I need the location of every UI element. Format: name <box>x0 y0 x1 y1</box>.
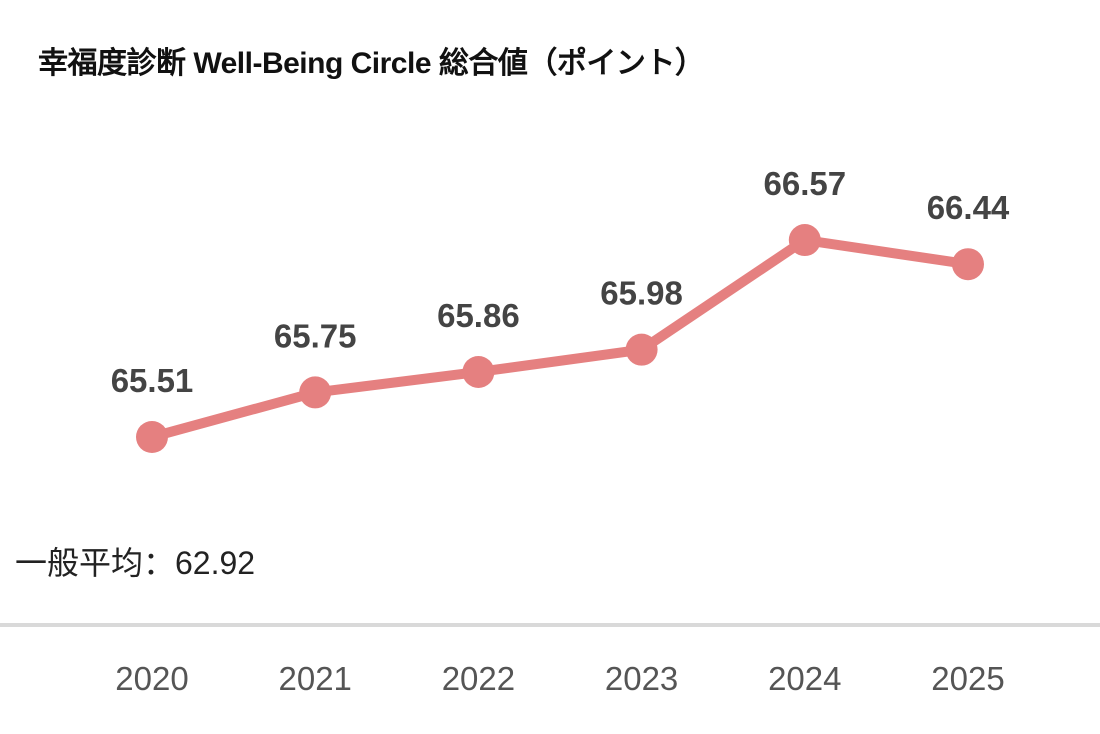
series-line <box>150 235 969 442</box>
data-label-2020: 65.51 <box>111 362 194 399</box>
data-label-2021: 65.75 <box>274 317 357 354</box>
data-point-2025 <box>952 248 984 281</box>
data-label-2022: 65.86 <box>437 297 520 334</box>
general-average-label: 一般平均：62.92 <box>15 545 256 581</box>
data-point-2024 <box>788 224 821 257</box>
x-tick-label-2023: 2023 <box>605 660 678 697</box>
x-tick-label-2020: 2020 <box>115 660 188 697</box>
data-point-2023 <box>625 333 658 366</box>
data-point-2022 <box>462 355 495 388</box>
data-label-2024: 66.57 <box>764 165 847 202</box>
data-point-2020 <box>136 421 168 453</box>
x-tick-label-2022: 2022 <box>442 660 515 697</box>
x-tick-label-2024: 2024 <box>768 660 841 697</box>
data-label-2023: 65.98 <box>600 275 683 312</box>
chart-title: 幸福度診断 Well-Being Circle 総合値（ポイント） <box>38 47 705 80</box>
data-label-2025: 66.44 <box>927 189 1010 226</box>
x-tick-label-2025: 2025 <box>931 660 1004 697</box>
x-tick-label-2021: 2021 <box>278 660 351 697</box>
data-point-2021 <box>299 376 332 409</box>
